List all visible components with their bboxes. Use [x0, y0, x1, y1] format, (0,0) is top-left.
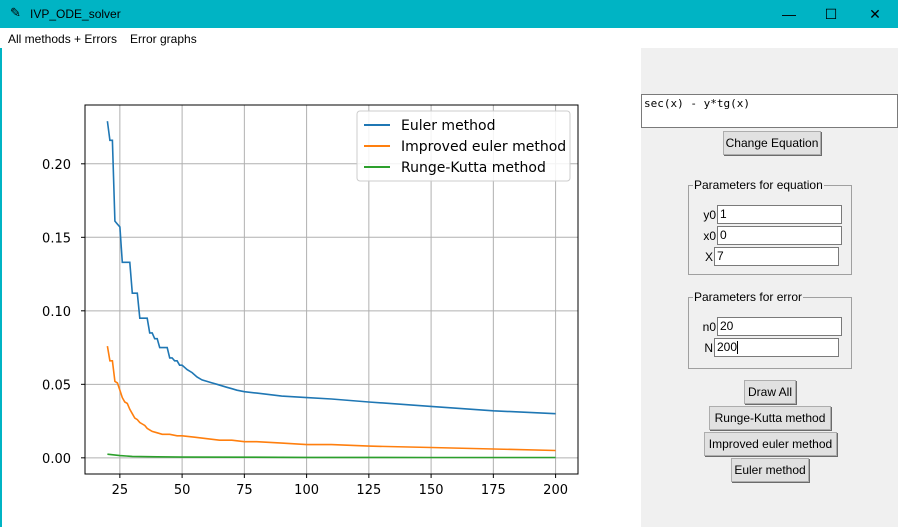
runge-kutta-button[interactable]: Runge-Kutta method	[709, 406, 831, 430]
x-tick-label: 100	[294, 483, 319, 498]
x-tick-label: 75	[236, 483, 253, 498]
plot-frame	[84, 104, 579, 475]
big-x-input[interactable]: 7	[714, 247, 839, 266]
y-tick-label: 0.00	[42, 452, 71, 467]
big-n-value: 200	[717, 340, 738, 354]
close-button[interactable]: ✕	[869, 6, 881, 22]
feather-icon: ✎	[10, 5, 21, 20]
y0-label: y0	[703, 208, 716, 222]
x0-input[interactable]: 0	[717, 226, 842, 245]
error-params-legend: Parameters for error	[693, 290, 804, 304]
x0-label: x0	[703, 229, 716, 243]
legend-label-1: Euler method	[401, 118, 496, 134]
big-n-label: N	[704, 341, 713, 355]
maximize-button[interactable]: ☐	[824, 6, 838, 22]
menu-bar: All methods + Errors Error graphs	[0, 28, 898, 48]
x-tick-label: 125	[356, 483, 381, 498]
chart-legend	[356, 110, 571, 182]
y-tick-label: 0.10	[42, 305, 71, 320]
y0-input[interactable]: 1	[717, 205, 842, 224]
menu-all-methods[interactable]: All methods + Errors	[8, 32, 118, 46]
text-caret	[737, 341, 739, 355]
y-tick-label: 0.20	[42, 158, 71, 173]
title-bar: ✎ IVP_ODE_solver — ☐ ✕	[0, 0, 898, 28]
equation-params-legend: Parameters for equation	[693, 178, 824, 192]
y-tick-label: 0.05	[42, 378, 71, 393]
error-chart: 25 50 75 100 125 150 175 200 0.00 0.05 0.10 0.15 0.2…	[42, 104, 579, 498]
x-tick-label: 175	[481, 483, 506, 498]
big-x-label: X	[704, 250, 713, 264]
window-title: IVP_ODE_solver	[30, 7, 121, 21]
x-tick-label: 200	[543, 483, 568, 498]
change-equation-button[interactable]: Change Equation	[723, 131, 821, 155]
series-line-2	[106, 345, 556, 452]
series-line-3	[107, 453, 556, 459]
window-left-border	[0, 48, 2, 527]
legend-label-2: Improved euler method	[401, 139, 566, 155]
x-tick-label: 150	[419, 483, 444, 498]
equation-input[interactable]: sec(x) - y*tg(x)	[641, 94, 898, 128]
y-tick-label: 0.15	[42, 231, 71, 246]
euler-method-button[interactable]: Euler method	[731, 458, 809, 482]
legend-label-3: Runge-Kutta method	[401, 160, 546, 176]
improved-euler-button[interactable]: Improved euler method	[704, 432, 837, 456]
draw-all-button[interactable]: Draw All	[744, 380, 796, 404]
menu-error-graphs[interactable]: Error graphs	[130, 32, 197, 46]
n0-label: n0	[702, 320, 716, 334]
x-tick-label: 50	[174, 483, 191, 498]
n0-input[interactable]: 20	[717, 317, 842, 336]
minimize-button[interactable]: —	[782, 6, 796, 22]
series-line-1	[106, 121, 556, 415]
big-n-input[interactable]: 200	[714, 338, 839, 357]
x-tick-label: 25	[112, 483, 129, 498]
